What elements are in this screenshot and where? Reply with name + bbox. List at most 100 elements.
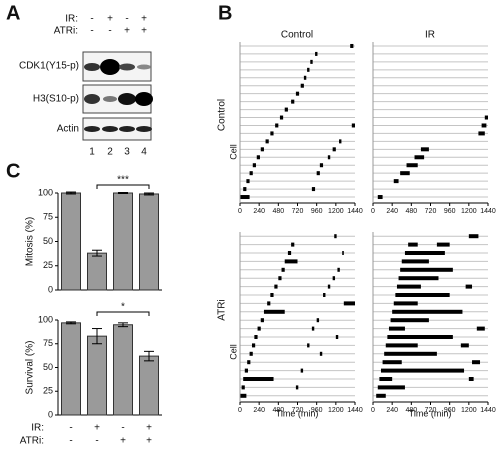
condition-sign: +: [141, 14, 147, 25]
mitosis-segment: [390, 318, 429, 323]
mitosis-segment: [401, 259, 429, 264]
mitosis-segment: [400, 171, 410, 176]
mitosis-segment: [468, 377, 474, 381]
condition-sign: -: [69, 436, 72, 447]
column-header: Control: [281, 30, 313, 41]
condition-sign: +: [124, 26, 130, 37]
mitosis-segment: [337, 267, 340, 272]
x-tick-label: 0: [371, 208, 375, 215]
mitosis-segment: [392, 309, 463, 314]
band: [118, 93, 136, 105]
x-tick-label: 960: [444, 407, 456, 414]
mitosis-segment: [251, 343, 256, 348]
band: [135, 92, 153, 106]
mitosis-segment: [243, 377, 274, 381]
mitosis-segment: [247, 360, 251, 365]
y-axis-label: Cell: [228, 344, 238, 360]
mitosis-segment: [291, 242, 295, 247]
band: [84, 63, 100, 71]
lane-number: 1: [89, 147, 95, 158]
mitosis-segment: [256, 155, 260, 160]
mitosis-segment: [472, 360, 481, 365]
blot-row-label: Actin: [57, 124, 79, 135]
x-tick-label: 1200: [328, 208, 344, 215]
mitosis-segment: [350, 43, 354, 48]
x-tick-label: 1440: [480, 208, 496, 215]
y-tick-label: 0: [48, 409, 53, 419]
panel-label: B: [218, 2, 232, 24]
mitosis-segment: [254, 335, 258, 339]
mitosis-segment: [265, 139, 269, 144]
row-header: Control: [217, 99, 228, 131]
mitosis-segment: [243, 187, 247, 192]
x-axis-label: Time (min): [276, 408, 319, 418]
y-tick-label: 25: [43, 260, 53, 270]
mitosis-segment: [257, 326, 261, 331]
mitosis-segment: [379, 377, 393, 381]
condition-sign: +: [146, 423, 152, 434]
blot-row-label: CDK1(Y15-p): [19, 61, 79, 72]
mitosis-segment: [406, 163, 418, 168]
mitosis-segment: [408, 242, 418, 247]
mitosis-segment: [384, 351, 437, 356]
x-axis-label: Time (min): [409, 408, 452, 418]
lane-number: 4: [141, 147, 147, 158]
condition-sign: -: [121, 423, 124, 434]
mitosis-segment: [295, 91, 300, 96]
band: [103, 96, 117, 102]
mitosis-segment: [465, 284, 473, 289]
x-tick-label: 1200: [328, 407, 344, 414]
mitosis-segment: [385, 343, 418, 348]
mitosis-segment: [249, 351, 253, 356]
mitosis-segment: [335, 335, 339, 339]
x-tick-label: 480: [272, 407, 284, 414]
mitosis-segment: [339, 139, 342, 144]
mitosis-segment: [267, 301, 271, 306]
mitosis-segment: [278, 276, 282, 281]
mitosis-segment: [307, 67, 310, 72]
bar: [61, 322, 81, 416]
mitosis-segment: [327, 155, 331, 160]
mitosis-segment: [395, 293, 450, 297]
y-tick-label: 75: [43, 338, 53, 348]
y-tick-label: 50: [43, 362, 53, 372]
x-tick-label: 1440: [480, 407, 496, 414]
x-tick-label: 480: [272, 208, 284, 215]
mitosis-segment: [481, 123, 487, 128]
y-tick-label: 100: [38, 314, 53, 324]
y-tick-label: 100: [38, 187, 53, 197]
blot: [82, 51, 153, 141]
mitosis-segment: [310, 59, 313, 64]
row-header: ATRi: [217, 299, 228, 320]
mitosis-segment: [380, 368, 465, 373]
significance-bracket: [96, 311, 150, 316]
mitosis-segment: [284, 259, 298, 264]
bar: [61, 192, 81, 291]
bar: [113, 192, 133, 291]
condition-label: ATRi:: [54, 26, 78, 37]
mitosis-segment: [249, 171, 253, 176]
x-tick-label: 960: [311, 407, 323, 414]
condition-sign: -: [125, 14, 128, 25]
condition-sign: -: [90, 26, 93, 37]
x-tick-label: 1440: [347, 407, 363, 414]
mitosis-segment: [334, 234, 337, 239]
mitosis-segment: [260, 147, 264, 152]
y-axis-label: Survival (%): [25, 341, 36, 395]
mitosis-segment: [342, 251, 344, 255]
condition-sign: +: [94, 423, 100, 434]
mitosis-segment: [246, 179, 250, 184]
mitosis-segment: [284, 107, 288, 112]
mitosis-segment: [275, 123, 279, 128]
mitosis-segment: [332, 147, 336, 152]
mitosis-segment: [270, 131, 274, 136]
mitosis-segment: [279, 115, 284, 120]
x-tick-label: 0: [371, 407, 375, 414]
significance-label: *: [121, 302, 125, 313]
x-tick-label: 0: [238, 407, 242, 414]
mitosis-segment: [300, 83, 304, 88]
x-tick-label: 1200: [461, 407, 477, 414]
mitosis-segment: [241, 385, 245, 390]
mitosis-segment: [316, 318, 320, 323]
mitosis-segment: [252, 163, 256, 168]
